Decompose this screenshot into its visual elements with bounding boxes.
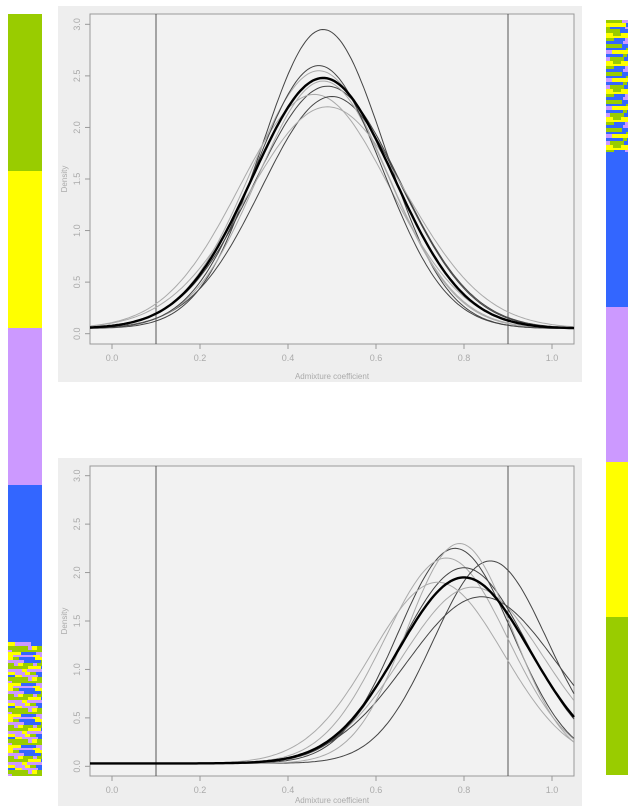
x-tick-label: 0.6	[370, 785, 383, 795]
x-axis-label: Admixture coefficient	[295, 796, 370, 805]
x-tick-label: 0.8	[458, 785, 471, 795]
bar-segment-mixed	[8, 642, 42, 776]
mean-density-curve	[90, 576, 575, 765]
x-tick-label: 0.2	[194, 785, 207, 795]
y-tick-label: 1.5	[72, 615, 82, 628]
x-tick-label: 0.6	[370, 353, 383, 363]
bar-segment-yellow	[606, 462, 628, 617]
y-tick-label: 3.0	[72, 18, 82, 31]
plot-frame	[89, 13, 575, 345]
density-plot-bottom: 0.0 0.2 0.4 0.6 0.8 1.0 0.0 0.5 1.0 1.5 2.0 2.5 3.0 A…	[58, 458, 582, 806]
x-tick-label: 0.4	[282, 353, 295, 363]
bar-segment-blue	[606, 152, 628, 307]
y-tick-label: 2.5	[72, 70, 82, 83]
density-plot-bottom-svg: 0.0 0.2 0.4 0.6 0.8 1.0 0.0 0.5 1.0 1.5 2.0 2.5 3.0 A…	[58, 458, 582, 806]
y-tick-label: 2.5	[72, 518, 82, 531]
y-tick-label: 0.0	[72, 760, 82, 773]
plot-frame	[89, 465, 575, 777]
x-tick-label: 0.0	[106, 785, 119, 795]
x-tick-label: 0.2	[194, 353, 207, 363]
y-tick-label: 3.0	[72, 469, 82, 482]
y-axis-label: Density	[60, 166, 69, 193]
y-tick-label: 2.0	[72, 566, 82, 579]
x-tick-label: 0.8	[458, 353, 471, 363]
density-plot-top: 0.0 0.2 0.4 0.6 0.8 1.0 0.0 0.5 1.0 1.5 2.0 2.5 3.0 A…	[58, 6, 582, 382]
y-axis-label: Density	[60, 608, 69, 635]
y-tick-label: 2.0	[72, 121, 82, 134]
x-tick-label: 1.0	[546, 785, 559, 795]
right-structure-bar	[606, 20, 628, 775]
bar-segment-green	[8, 14, 42, 171]
y-tick-label: 0.5	[72, 712, 82, 725]
replicate-curve	[89, 106, 575, 328]
replicate-curve	[90, 80, 575, 329]
replicate-curve	[89, 65, 574, 329]
bar-segment-mixed	[606, 20, 628, 152]
y-tick-label: 1.0	[72, 224, 82, 237]
bar-segment-yellow	[8, 171, 42, 328]
bar-segment-purple	[8, 328, 42, 485]
bar-segment-blue	[8, 485, 42, 642]
y-tick-label: 1.5	[72, 173, 82, 186]
bar-segment-green	[606, 617, 628, 775]
y-tick-label: 1.0	[72, 663, 82, 676]
x-axis-label: Admixture coefficient	[295, 372, 370, 381]
mean-density-curve	[89, 76, 575, 330]
density-plot-top-svg: 0.0 0.2 0.4 0.6 0.8 1.0 0.0 0.5 1.0 1.5 2.0 2.5 3.0 A…	[58, 6, 582, 382]
y-tick-label: 0.5	[72, 276, 82, 289]
y-tick-label: 0.0	[72, 327, 82, 340]
x-tick-label: 0.0	[106, 353, 119, 363]
x-tick-label: 1.0	[546, 353, 559, 363]
bar-segment-purple	[606, 307, 628, 462]
left-structure-bar	[8, 14, 42, 776]
x-tick-label: 0.4	[282, 785, 295, 795]
